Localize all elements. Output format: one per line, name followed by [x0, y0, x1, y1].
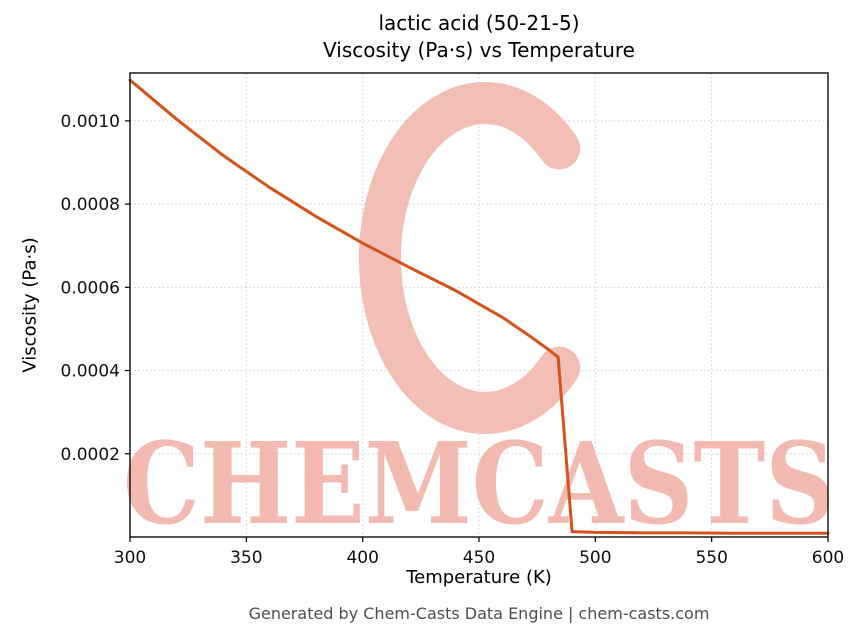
x-tick-label: 500 [579, 548, 611, 568]
chart-title-line2: Viscosity (Pa·s) vs Temperature [323, 38, 635, 62]
watermark-text: CHEMCASTS [123, 419, 835, 550]
y-tick-label: 0.0006 [61, 278, 120, 298]
x-tick-label: 400 [346, 548, 378, 568]
y-tick-label: 0.0008 [61, 195, 120, 215]
watermark-logo-icon [359, 82, 581, 434]
series-line-viscosity [128, 78, 830, 535]
x-tick-label: 450 [463, 548, 495, 568]
x-tick-label: 600 [812, 548, 844, 568]
chart-title: lactic acid (50-21-5) Viscosity (Pa·s) v… [130, 10, 828, 64]
x-tick-label: 550 [695, 548, 727, 568]
x-tick-label: 350 [230, 548, 262, 568]
chart-title-line1: lactic acid (50-21-5) [378, 11, 580, 35]
footer-credit: Generated by Chem-Casts Data Engine | ch… [248, 604, 710, 623]
y-tick-label: 0.0002 [61, 445, 120, 465]
y-tick-label: 0.0004 [61, 362, 120, 382]
y-axis-label: Viscosity (Pa·s) [19, 237, 41, 373]
x-tick-label: 300 [114, 548, 146, 568]
x-axis-label: Temperature (K) [406, 567, 552, 588]
y-tick-label: 0.0010 [61, 112, 120, 132]
